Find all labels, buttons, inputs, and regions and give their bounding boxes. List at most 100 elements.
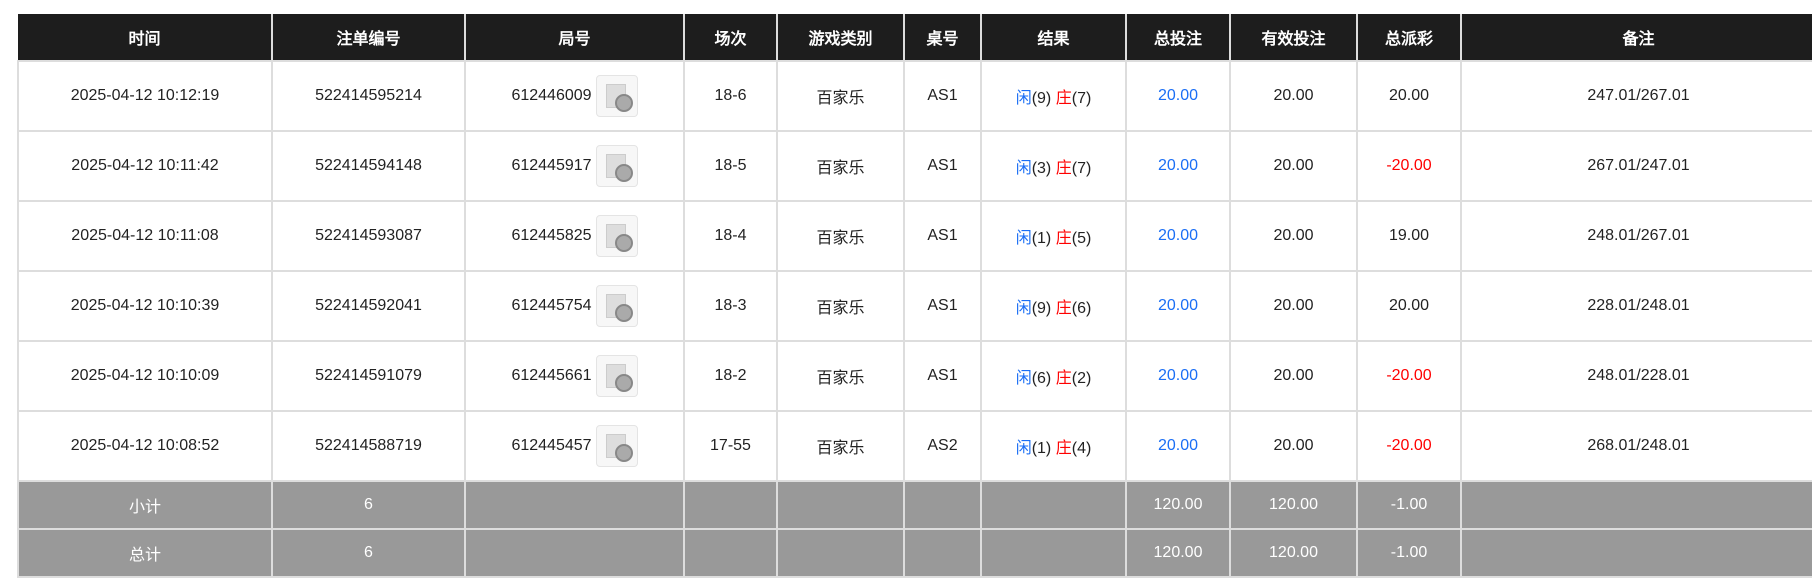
player-points: (1) [1031,230,1052,247]
round-cell: 612445457 [464,410,685,482]
result-cell: 闲(1) 庄(5) [980,200,1127,272]
shoe-cell: 18-2 [683,340,778,412]
payout-cell: -20.00 [1356,410,1462,482]
player-label: 闲 [1015,370,1032,387]
summary-valid-bet: 120.00 [1229,480,1358,530]
banker-label: 庄 [1055,440,1072,457]
table-no-cell: AS1 [903,270,982,342]
note-cell: 267.01/247.01 [1460,130,1812,202]
game-type-cell: 百家乐 [776,130,905,202]
summary-label: 总计 [17,528,273,578]
round-number: 612445917 [511,157,592,174]
summary-count: 6 [271,528,466,578]
summary-label: 小计 [17,480,273,530]
shoe-cell: 18-5 [683,130,778,202]
header-round: 局号 [465,14,685,61]
banker-points: (6) [1071,300,1092,317]
table-row: 2025-04-12 10:10:09 522414591079 6124456… [17,340,1812,412]
video-replay-icon[interactable] [595,285,638,327]
game-type-cell: 百家乐 [776,200,905,272]
valid-bet-cell: 20.00 [1229,340,1358,412]
table-no-cell: AS1 [903,60,982,132]
video-replay-icon[interactable] [595,215,638,257]
result-cell: 闲(9) 庄(7) [980,60,1127,132]
summary-valid-bet: 120.00 [1229,528,1358,578]
round-number: 612445754 [511,297,592,314]
shoe-cell: 18-4 [683,200,778,272]
banker-points: (4) [1071,440,1092,457]
header-table-no: 桌号 [904,14,982,61]
valid-bet-cell: 20.00 [1229,410,1358,482]
header-payout: 总派彩 [1357,14,1462,61]
table-row: 2025-04-12 10:10:39 522414592041 6124457… [17,270,1812,342]
game-type-cell: 百家乐 [776,60,905,132]
summary-total-bet: 120.00 [1125,528,1231,578]
shoe-cell: 18-3 [683,270,778,342]
round-number: 612445661 [511,367,592,384]
bet-id-cell: 522414588719 [271,410,466,482]
round-cell: 612445917 [464,130,685,202]
banker-label: 庄 [1055,370,1072,387]
table-no-cell: AS1 [903,340,982,412]
shoe-cell: 17-55 [683,410,778,482]
banker-points: (7) [1071,160,1092,177]
bet-id-cell: 522414592041 [271,270,466,342]
bet-id-cell: 522414594148 [271,130,466,202]
round-cell: 612445754 [464,270,685,342]
total-row: 总计 6 120.00 120.00 -1.00 [17,528,1812,578]
round-number: 612446009 [511,87,592,104]
total-bet-cell[interactable]: 20.00 [1125,200,1231,272]
note-cell: 228.01/248.01 [1460,270,1812,342]
player-label: 闲 [1015,90,1032,107]
video-replay-icon[interactable] [595,145,638,187]
summary-count: 6 [271,480,466,530]
table-row: 2025-04-12 10:11:08 522414593087 6124458… [17,200,1812,272]
round-number: 612445457 [511,437,592,454]
header-bet-id: 注单编号 [272,14,466,61]
time-cell: 2025-04-12 10:10:39 [17,270,273,342]
result-cell: 闲(9) 庄(6) [980,270,1127,342]
time-cell: 2025-04-12 10:10:09 [17,340,273,412]
table-no-cell: AS1 [903,130,982,202]
payout-cell: 19.00 [1356,200,1462,272]
table-row: 2025-04-12 10:12:19 522414595214 6124460… [17,60,1812,132]
banker-label: 庄 [1055,300,1072,317]
table-row: 2025-04-12 10:08:52 522414588719 6124454… [17,410,1812,482]
bet-records-table: 时间 注单编号 局号 场次 游戏类别 桌号 结果 总投注 有效投注 总派彩 备注 2025-04-1… [17,14,1812,578]
game-type-cell: 百家乐 [776,410,905,482]
table-no-cell: AS1 [903,200,982,272]
valid-bet-cell: 20.00 [1229,270,1358,342]
round-number: 612445825 [511,227,592,244]
round-cell: 612446009 [464,60,685,132]
total-bet-cell[interactable]: 20.00 [1125,130,1231,202]
player-points: (3) [1031,160,1052,177]
video-replay-icon[interactable] [595,425,638,467]
total-bet-cell[interactable]: 20.00 [1125,270,1231,342]
header-result: 结果 [981,14,1127,61]
valid-bet-cell: 20.00 [1229,60,1358,132]
game-type-cell: 百家乐 [776,340,905,412]
table-no-cell: AS2 [903,410,982,482]
round-cell: 612445661 [464,340,685,412]
header-total-bet: 总投注 [1126,14,1231,61]
summary-total-bet: 120.00 [1125,480,1231,530]
payout-cell: 20.00 [1356,270,1462,342]
total-bet-cell[interactable]: 20.00 [1125,340,1231,412]
header-valid-bet: 有效投注 [1230,14,1358,61]
video-replay-icon[interactable] [595,75,638,117]
subtotal-row: 小计 6 120.00 120.00 -1.00 [17,480,1812,530]
total-bet-cell[interactable]: 20.00 [1125,60,1231,132]
result-cell: 闲(6) 庄(2) [980,340,1127,412]
total-bet-cell[interactable]: 20.00 [1125,410,1231,482]
summary-payout: -1.00 [1356,480,1462,530]
valid-bet-cell: 20.00 [1229,200,1358,272]
valid-bet-cell: 20.00 [1229,130,1358,202]
header-game-type: 游戏类别 [777,14,905,61]
result-cell: 闲(1) 庄(4) [980,410,1127,482]
video-replay-icon[interactable] [595,355,638,397]
player-points: (6) [1031,370,1052,387]
player-label: 闲 [1015,230,1032,247]
bet-id-cell: 522414591079 [271,340,466,412]
player-label: 闲 [1015,440,1032,457]
result-cell: 闲(3) 庄(7) [980,130,1127,202]
